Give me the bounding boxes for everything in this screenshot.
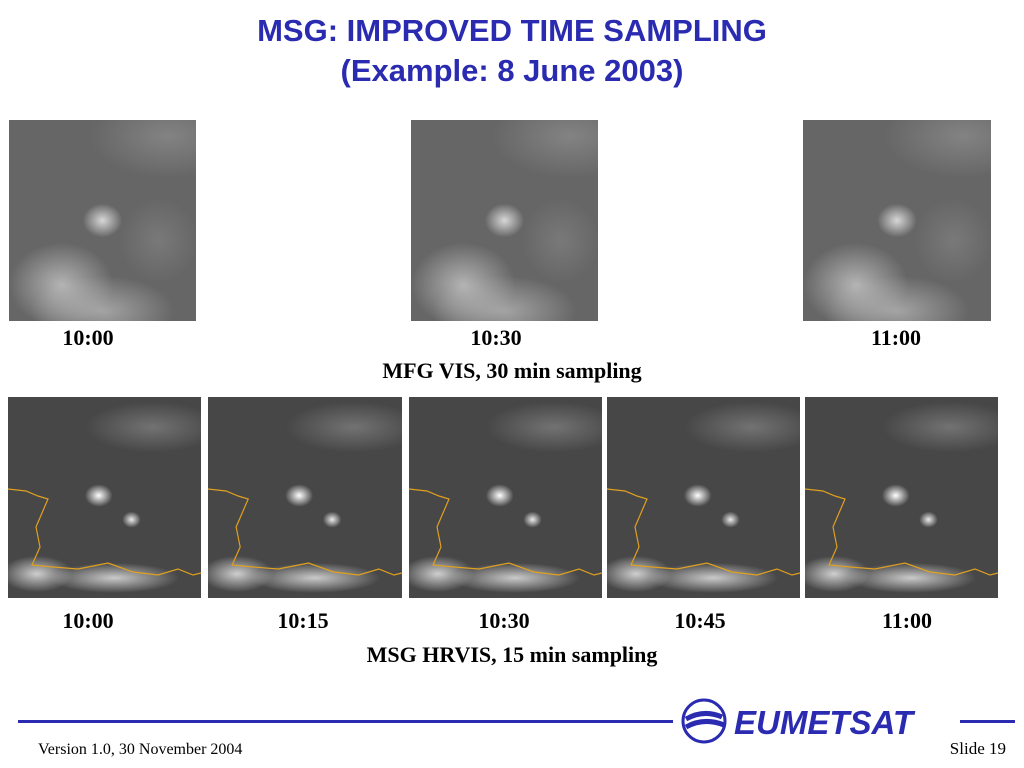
msg-caption: MSG HRVIS, 15 min sampling [366, 642, 658, 667]
mfg-time-label: 11:00 [870, 325, 922, 350]
coastline-overlay [208, 488, 402, 576]
mfg-time-label: 10:30 [470, 325, 522, 350]
eumetsat-logo: EUMETSAT [681, 698, 916, 744]
coastline-overlay [805, 488, 998, 576]
msg-time-label: 10:00 [62, 608, 114, 633]
msg-time-label: 10:15 [277, 608, 329, 633]
msg-image-1045 [607, 397, 800, 598]
footer-rule-right [960, 720, 1015, 723]
msg-image-1030 [409, 397, 602, 598]
mfg-caption: MFG VIS, 30 min sampling [382, 358, 642, 383]
mfg-time-label: 10:00 [62, 325, 114, 350]
mfg-image-1100 [803, 120, 991, 321]
slide-title: MSG: IMPROVED TIME SAMPLING [257, 13, 767, 48]
coastline-overlay [607, 488, 800, 576]
msg-time-label: 10:30 [478, 608, 530, 633]
version-text: Version 1.0, 30 November 2004 [38, 741, 243, 758]
slide-subtitle: (Example: 8 June 2003) [340, 53, 684, 88]
msg-time-label: 10:45 [674, 608, 726, 633]
msg-image-1015 [208, 397, 402, 598]
eumetsat-globe-icon [681, 698, 727, 744]
mfg-image-1000 [9, 120, 196, 321]
mfg-image-1030 [411, 120, 598, 321]
msg-time-label: 11:00 [881, 608, 933, 633]
msg-image-1100 [805, 397, 998, 598]
msg-image-1000 [8, 397, 201, 598]
logo-wordmark: EUMETSAT [734, 704, 916, 741]
coastline-overlay [8, 488, 201, 576]
coastline-overlay [409, 488, 602, 576]
footer-rule-left [18, 720, 673, 723]
slide-number: Slide 19 [949, 739, 1006, 758]
